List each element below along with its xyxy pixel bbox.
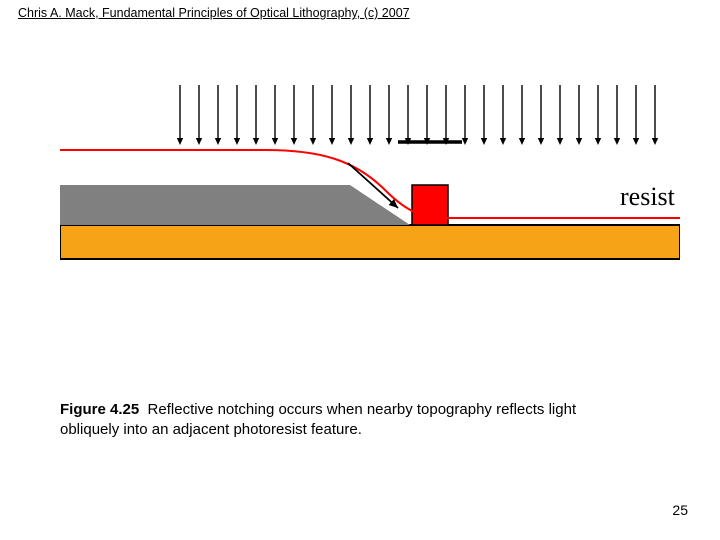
resist-label: resist [620,182,675,212]
page-number: 25 [672,502,688,518]
caption-lead: Figure 4.25 [60,401,139,418]
diagram-container: resist [60,50,680,300]
figure-caption: Figure 4.25 Reflective notching occurs w… [60,400,620,441]
header-citation: Chris A. Mack, Fundamental Principles of… [18,6,410,20]
reflective-notching-diagram [60,50,680,300]
